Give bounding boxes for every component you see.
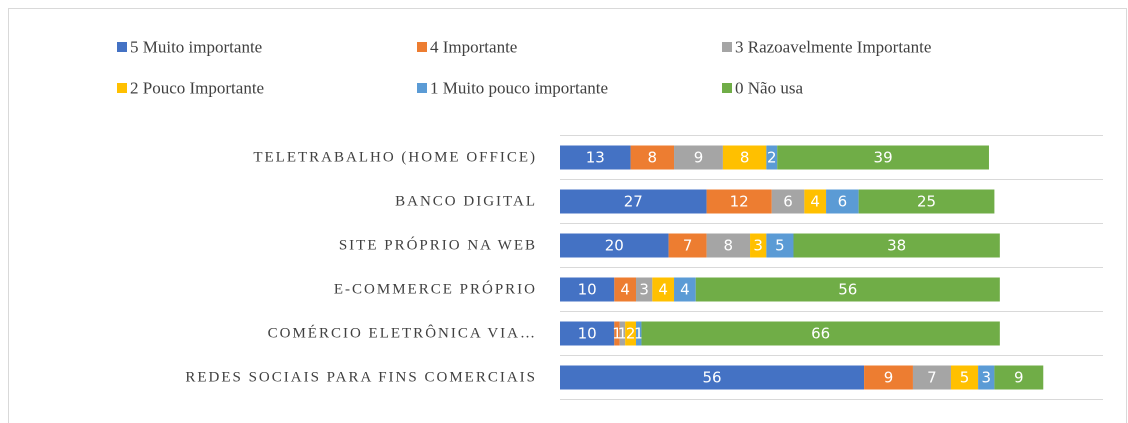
bar-segment [614, 277, 637, 302]
data-label: 4 [810, 193, 820, 211]
legend-swatch [117, 42, 127, 52]
bar-segment [625, 321, 637, 346]
chart-border [8, 8, 1127, 423]
y-tick-label: BANCO DIGITAL [395, 194, 537, 210]
bar-segment [695, 277, 1000, 302]
data-label: 1 [618, 325, 628, 343]
data-label: 39 [874, 149, 893, 167]
data-label: 25 [917, 193, 936, 211]
bar-segment [668, 233, 707, 258]
data-label: 4 [620, 281, 630, 299]
bar-segment [560, 321, 615, 346]
data-label: 6 [783, 193, 793, 211]
data-label: 2 [626, 325, 636, 343]
legend-label: 0 Não usa [735, 79, 803, 98]
data-label: 3 [753, 237, 763, 255]
bar-segment [641, 321, 1000, 346]
data-label: 10 [578, 325, 597, 343]
legend-swatch [417, 42, 427, 52]
data-label: 20 [605, 237, 624, 255]
data-label: 10 [578, 281, 597, 299]
bar-segment [706, 233, 751, 258]
data-label: 7 [927, 369, 937, 387]
data-label: 9 [884, 369, 894, 387]
data-label: 8 [724, 237, 734, 255]
bar-segment [766, 233, 794, 258]
bar-segment [858, 189, 995, 214]
data-label: 1 [612, 325, 622, 343]
bar-segment [771, 189, 805, 214]
data-label: 1 [634, 325, 644, 343]
data-label: 5 [775, 237, 785, 255]
bar-segment [864, 365, 913, 390]
bar-segment [560, 277, 615, 302]
y-tick-label: SITE PRÓPRIO NA WEB [339, 237, 537, 254]
data-label: 6 [838, 193, 848, 211]
legend-label: 2 Pouco Importante [130, 79, 264, 98]
data-label: 13 [586, 149, 605, 167]
legend-label: 4 Importante [430, 38, 517, 57]
bar-segment [636, 321, 642, 346]
bar-segment [560, 189, 707, 214]
legend-label: 1 Muito pouco importante [430, 79, 608, 98]
data-label: 27 [624, 193, 643, 211]
data-label: 12 [730, 193, 749, 211]
bar-segment [706, 189, 772, 214]
y-tick-label: E-COMMERCE PRÓPRIO [334, 281, 537, 298]
data-label: 8 [740, 149, 750, 167]
bar-segment [777, 145, 989, 170]
bar-segment [674, 145, 723, 170]
legend-label: 5 Muito importante [130, 38, 262, 57]
bar-segment [826, 189, 859, 214]
bar-segment [750, 233, 767, 258]
y-tick-label: COMÉRCIO ELETRÔNICA VIA… [268, 325, 537, 342]
bar-segment [994, 365, 1044, 390]
data-label: 66 [811, 325, 830, 343]
bar-segment [560, 233, 669, 258]
bar-segment [722, 145, 767, 170]
bar-segment [950, 365, 979, 390]
data-label: 2 [767, 149, 777, 167]
bar-segment [912, 365, 951, 390]
bar-segment [614, 321, 620, 346]
bar-segment [674, 277, 696, 302]
data-label: 9 [1014, 369, 1024, 387]
bar-segment [652, 277, 675, 302]
y-tick-label: TELETRABALHO (HOME OFFICE) [253, 150, 537, 166]
bar-segment [766, 145, 778, 170]
data-label: 4 [680, 281, 690, 299]
bar-segment [804, 189, 827, 214]
bar-segment [630, 145, 675, 170]
legend-swatch [417, 83, 427, 93]
data-label: 8 [648, 149, 658, 167]
y-tick-label: REDES SOCIAIS PARA FINS COMERCIAIS [185, 370, 537, 386]
legend-swatch [117, 83, 127, 93]
bar-segment [560, 145, 631, 170]
bar-segment [793, 233, 1000, 258]
bar-segment [560, 365, 865, 390]
data-label: 3 [981, 369, 991, 387]
data-label: 5 [960, 369, 970, 387]
data-label: 7 [683, 237, 693, 255]
data-label: 56 [838, 281, 857, 299]
data-label: 3 [639, 281, 649, 299]
bar-segment [636, 277, 653, 302]
bar-segment [619, 321, 626, 346]
legend-swatch [722, 42, 732, 52]
bar-segment [978, 365, 995, 390]
data-label: 4 [658, 281, 668, 299]
data-label: 56 [702, 369, 721, 387]
data-label: 38 [887, 237, 906, 255]
legend-label: 3 Razoavelmente Importante [735, 38, 931, 57]
data-label: 9 [694, 149, 704, 167]
legend-swatch [722, 83, 732, 93]
